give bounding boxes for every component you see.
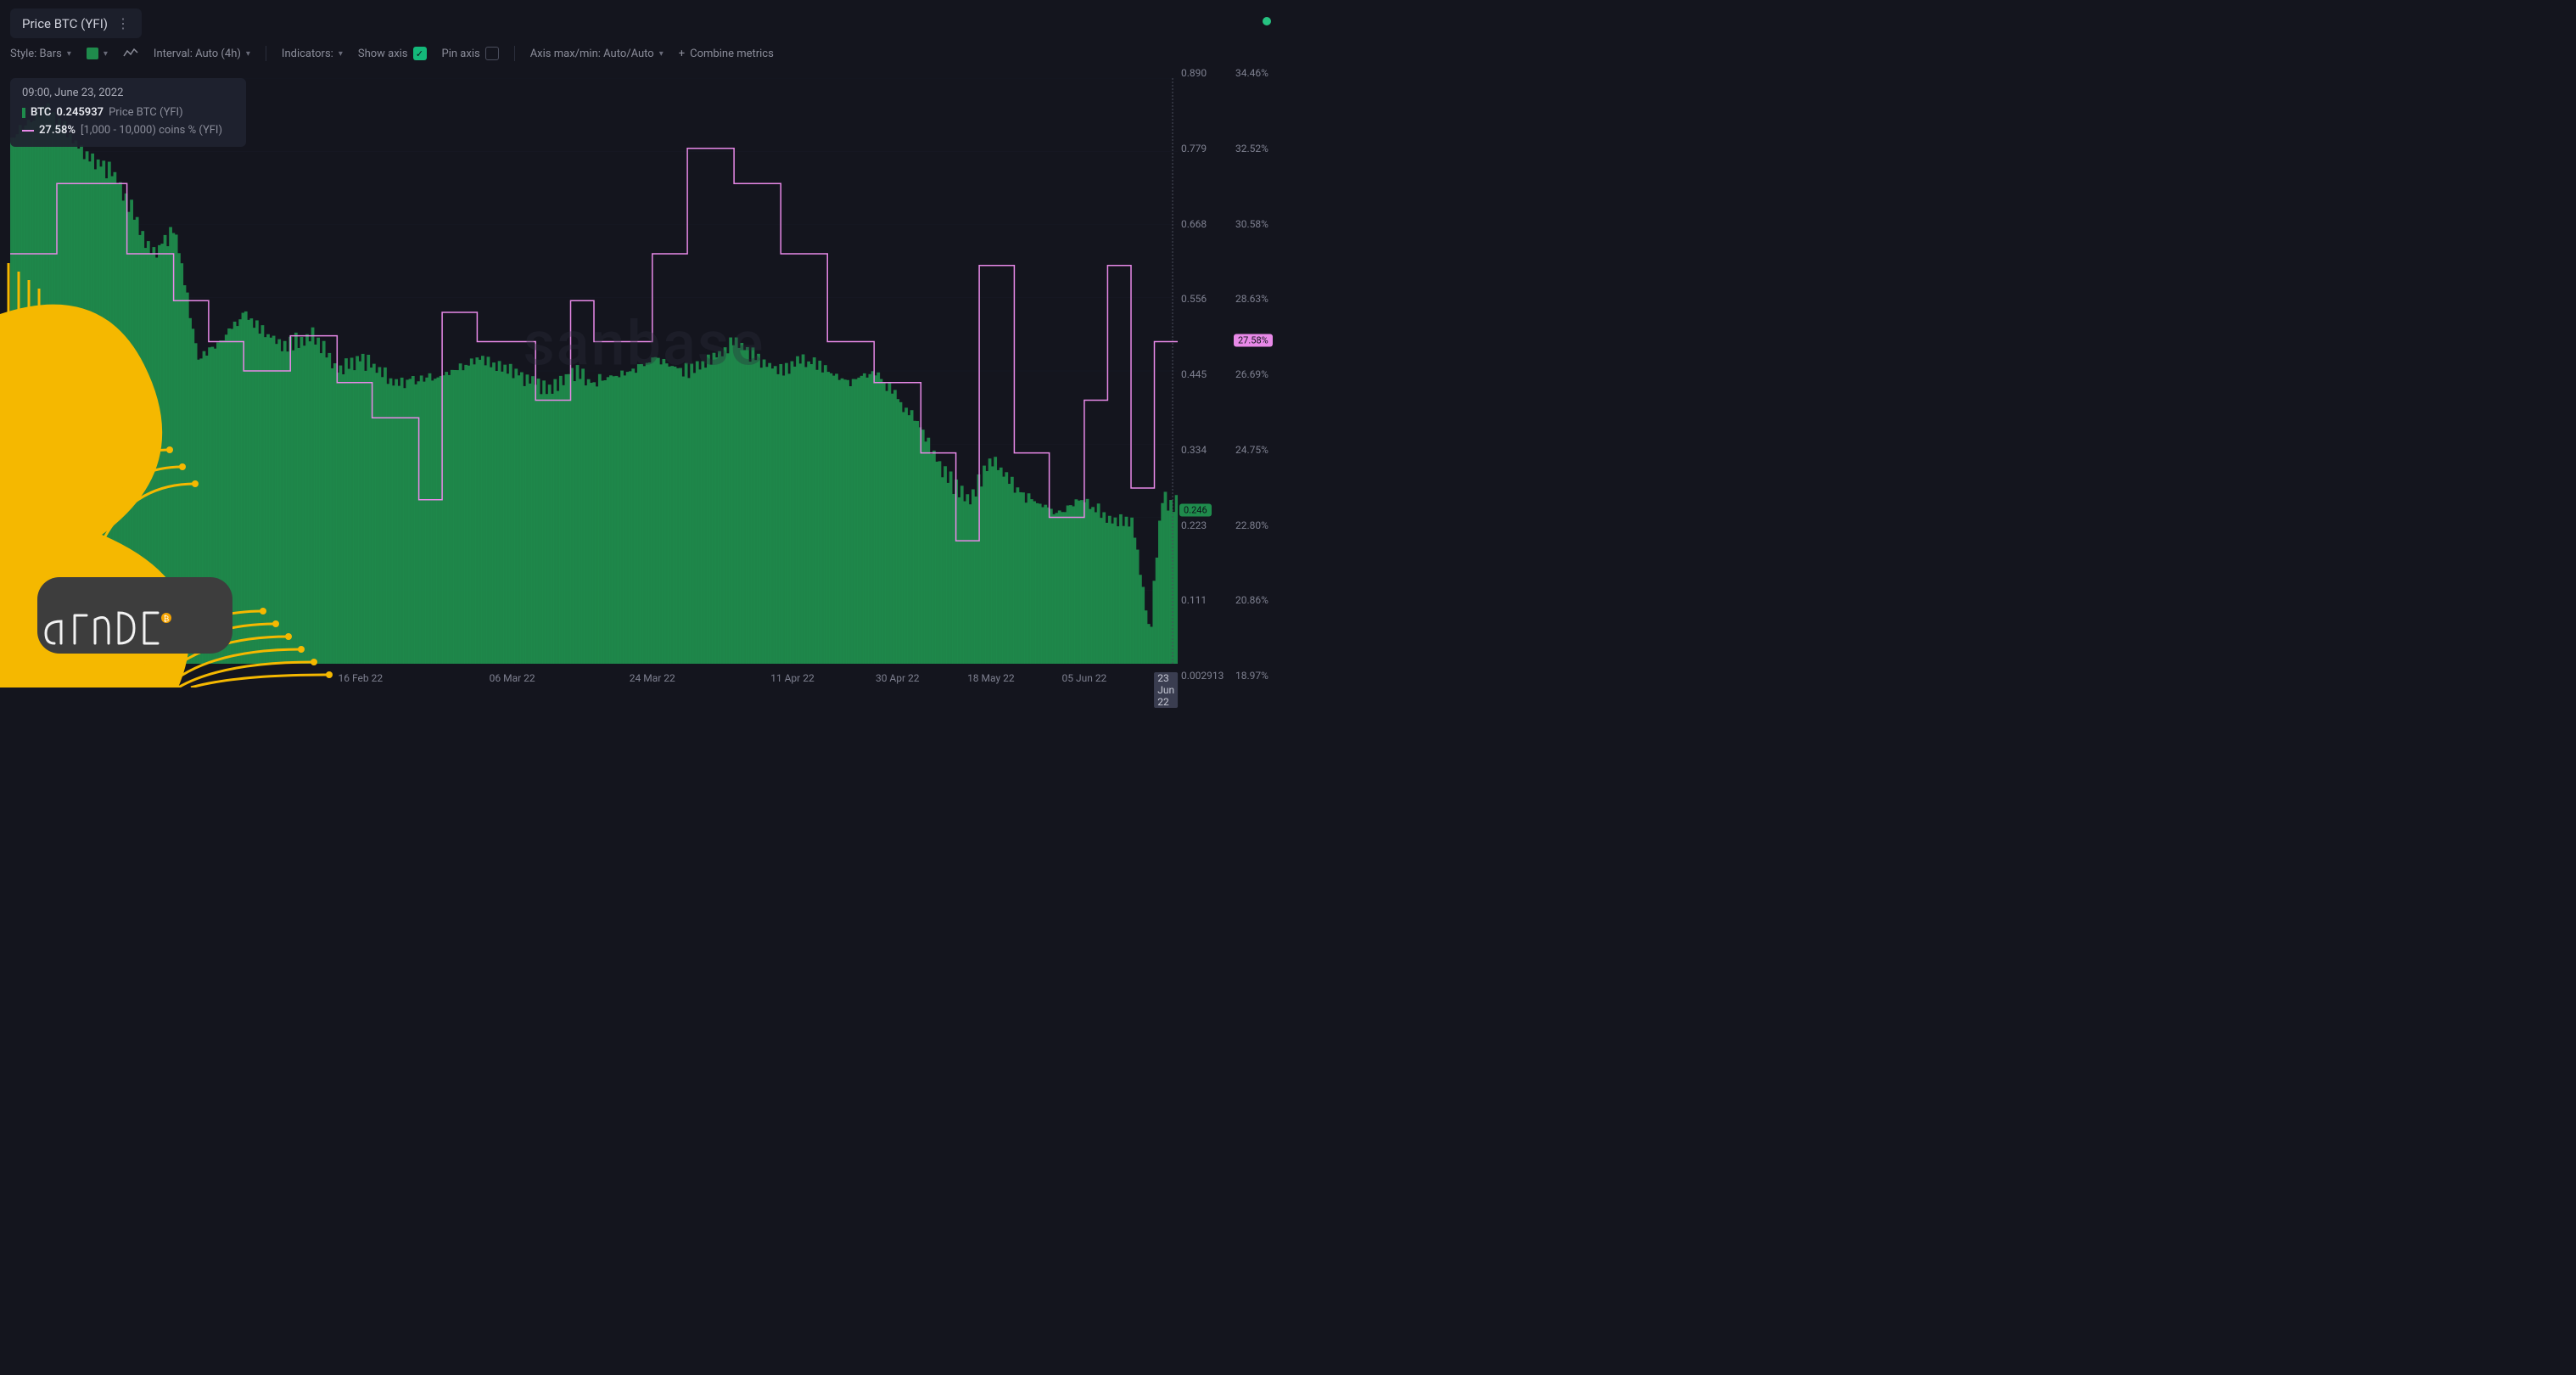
axis-tick-label: 18.97% [1235, 670, 1268, 682]
legend-description: Price BTC (YFI) [109, 106, 183, 119]
chevron-down-icon: ▾ [104, 49, 108, 59]
legend-symbol: BTC [31, 106, 51, 119]
axis-tick-label: 24.75% [1235, 444, 1268, 456]
axis-tick-label: 30.58% [1235, 218, 1268, 230]
axis-tick-label: 26.69% [1235, 368, 1268, 380]
axis-tick-label: 0.668 [1181, 218, 1207, 230]
more-icon[interactable]: ⋮ [116, 15, 130, 31]
axis-tick-label: 0.779 [1181, 143, 1207, 154]
plus-icon: + [679, 48, 685, 60]
show-axis-label: Show axis [358, 48, 408, 60]
axis-tick-label: 0.556 [1181, 293, 1207, 305]
axis-tick-label: 34.46% [1235, 67, 1268, 79]
y-axis-left: 0.890 0.779 0.668 0.556 0.445 0.334 0.223 0.111… [1178, 70, 1229, 679]
tooltip-timestamp: 09:00, June 23, 2022 [22, 87, 234, 99]
legend-value: 27.58% [39, 124, 76, 137]
pin-axis-toggle[interactable]: Pin axis [442, 47, 499, 60]
axis-tick-label: 0.445 [1181, 368, 1207, 380]
show-axis-toggle[interactable]: Show axis ✓ [358, 47, 427, 60]
legend-value: 0.245937 [56, 106, 104, 119]
legend-row-btc: BTC 0.245937 Price BTC (YFI) [22, 106, 234, 119]
axis-tick-label: 32.52% [1235, 143, 1268, 154]
pin-axis-label: Pin axis [442, 48, 480, 60]
axis-tick-label: 0.002913 [1181, 670, 1224, 682]
combine-label: Combine metrics [690, 48, 774, 60]
checkbox-on-icon: ✓ [413, 47, 427, 60]
chart-svg [10, 78, 1178, 679]
legend-marker-icon [22, 130, 34, 132]
chevron-down-icon: ▾ [246, 49, 250, 59]
style-label: Style: Bars [10, 48, 62, 60]
legend-description: [1,000 - 10,000) coins % (YFI) [81, 124, 222, 137]
chevron-down-icon: ▾ [339, 49, 343, 59]
chevron-down-icon: ▾ [659, 49, 664, 59]
indicators-label: Indicators: [282, 48, 333, 60]
axis-tick-label: 0.111 [1181, 594, 1207, 606]
chart-type-icon[interactable] [123, 48, 138, 59]
axis-minmax-dropdown[interactable]: Axis max/min: Auto/Auto ▾ [530, 48, 664, 60]
axis-tick-label: 22.80% [1235, 519, 1268, 531]
color-swatch[interactable]: ▾ [87, 48, 108, 59]
checkbox-off-icon [485, 47, 499, 60]
axis-tick-label: 0.890 [1181, 67, 1207, 79]
chart-area[interactable] [10, 78, 1178, 679]
y-axis-right: 34.46% 32.52% 30.58% 28.63% 26.69% 24.75% 22.8… [1232, 70, 1283, 679]
legend-marker-icon [22, 108, 25, 118]
tooltip-card: 09:00, June 23, 2022 BTC 0.245937 Price … [10, 78, 246, 147]
metric-title-chip[interactable]: Price BTC (YFI) ⋮ [10, 8, 142, 38]
metric-title: Price BTC (YFI) [22, 16, 108, 31]
axis-current-badge: 0.246 [1179, 504, 1212, 517]
series-color-swatch [87, 48, 98, 59]
legend-row-whales: 27.58% [1,000 - 10,000) coins % (YFI) [22, 124, 234, 137]
axis-tick-label: 20.86% [1235, 594, 1268, 606]
chart-toolbar: Style: Bars ▾ ▾ Interval: Auto (4h) ▾ In… [10, 46, 774, 61]
status-indicator [1263, 17, 1271, 25]
style-dropdown[interactable]: Style: Bars ▾ [10, 48, 71, 60]
axis-tick-label: 0.334 [1181, 444, 1207, 456]
combine-metrics-button[interactable]: + Combine metrics [679, 48, 774, 60]
chevron-down-icon: ▾ [67, 49, 71, 59]
axis-tick-label: 0.223 [1181, 519, 1207, 531]
axis-minmax-label: Axis max/min: Auto/Auto [530, 48, 654, 60]
divider [514, 46, 515, 61]
interval-dropdown[interactable]: Interval: Auto (4h) ▾ [154, 48, 250, 60]
axis-current-badge: 27.58% [1234, 334, 1273, 347]
indicators-dropdown[interactable]: Indicators: ▾ [282, 48, 343, 60]
axis-tick-label: 28.63% [1235, 293, 1268, 305]
interval-label: Interval: Auto (4h) [154, 48, 241, 60]
